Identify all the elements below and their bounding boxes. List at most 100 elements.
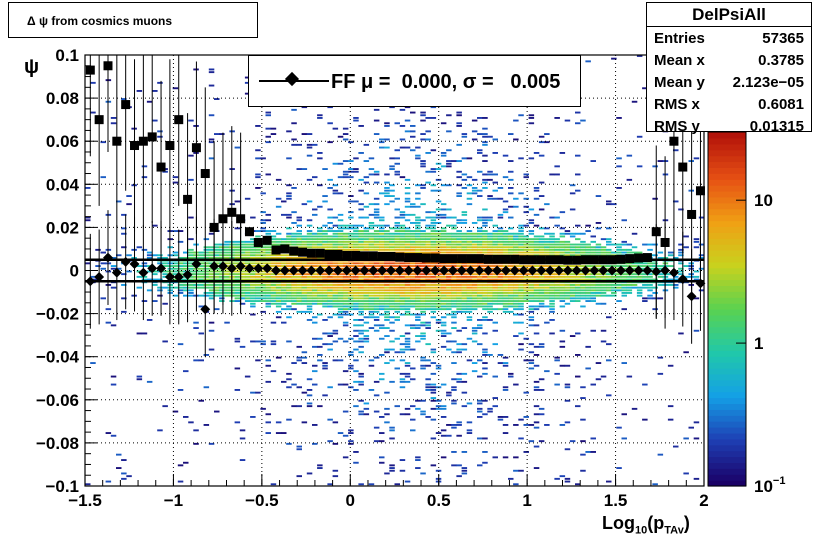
sigma-point [404,253,414,263]
sigma-point [324,249,334,259]
x-axis: −1.5 −1 −0.5 0 0.5 1 1.5 2 [68,474,709,510]
palette-step [708,191,746,198]
y-tick-label: 0.08 [46,89,79,108]
sigma-point [306,248,316,258]
sigma-point [642,253,652,263]
sigma-point [466,254,476,264]
mean-point [456,265,467,276]
palette-step [708,373,746,381]
stats-value: 0.3785 [758,52,804,69]
stats-key: Entries [654,30,705,47]
stats-value: 2.123e−05 [732,74,804,91]
mean-point [235,261,246,272]
sigma-point [103,61,113,71]
sigma-point [634,253,644,263]
palette-step [708,255,746,263]
mean-point [589,265,600,276]
x-tick-label: −1.5 [68,491,102,510]
palette-step [708,238,746,245]
mean-point [262,263,273,274]
palette-step [708,303,746,310]
sigma-point [342,250,352,260]
palette-step [708,179,746,186]
sigma-point [315,248,325,258]
sigma-point [351,250,361,260]
mean-point [279,265,290,276]
palette-step [708,214,746,222]
palette-step [708,285,746,292]
x-axis-label: Log10(pTAv) [602,513,690,537]
palette-step [708,368,746,375]
mean-point [607,265,617,276]
palette-step [708,379,746,387]
palette-step [708,409,746,416]
sigma-point [147,132,157,142]
mean-point [660,265,671,276]
y-tick-label: −0.08 [36,434,79,453]
sigma-point [165,141,175,151]
mean-point [668,267,679,278]
x-tick-label: −1 [164,491,183,510]
sigma-point [695,186,705,196]
x-tick-label: 1.5 [604,491,628,510]
sigma-point [607,255,617,265]
sigma-point [112,136,122,146]
sigma-point [501,254,511,264]
mean-point [191,259,202,269]
palette-step [708,279,746,286]
palette-step [708,314,746,322]
mean-point [615,265,626,276]
mean-point [394,265,405,276]
mean-point [624,265,635,276]
sigma-point [536,255,546,265]
palette-step [708,161,746,168]
stats-key: Mean x [654,52,705,69]
sigma-point [430,253,440,263]
y-tick-label: 0.06 [46,132,79,151]
sigma-point [474,254,484,264]
mean-point [465,265,476,276]
mean-point [474,265,485,276]
sigma-point [85,65,95,75]
palette-step [708,309,746,316]
sigma-point [271,245,281,255]
sigma-point [545,255,555,265]
sigma-point [589,255,599,265]
sigma-point [457,254,467,264]
palette-step [708,450,746,458]
mean-point [554,265,564,276]
palette-step [708,155,746,163]
mean-point [571,265,582,276]
stats-row-rms-x: RMS x 0.6081 [647,94,811,115]
palette-step [708,462,746,469]
mean-point [421,265,432,276]
sigma-point [669,136,679,146]
mean-point [297,265,308,276]
stats-row-rms-y: RMS y 0.01315 [647,116,811,137]
sigma-point [121,100,131,110]
sigma-point [386,251,396,261]
sigma-point [244,227,254,237]
sigma-point [554,255,564,265]
palette-step [708,415,746,422]
palette-step [708,362,746,369]
palette-step [708,350,746,357]
y-axis-label: ψ [24,56,40,78]
sigma-point [448,254,458,264]
palette-frame [707,131,747,487]
sigma-point [572,255,582,265]
y-tick-label: 0 [70,262,79,281]
palette-step [708,267,746,275]
mean-point [368,265,379,276]
palette-step [708,480,746,487]
palette-step [708,149,746,157]
sigma-point [227,207,237,217]
profile-mean-markers [85,210,706,357]
mean-point [695,278,706,289]
sigma-point [298,247,308,257]
x-tick-label: 0 [346,491,355,510]
palette-step [708,432,746,440]
sigma-point [687,209,697,219]
palette-step [708,132,746,139]
sigma-point [616,254,626,264]
